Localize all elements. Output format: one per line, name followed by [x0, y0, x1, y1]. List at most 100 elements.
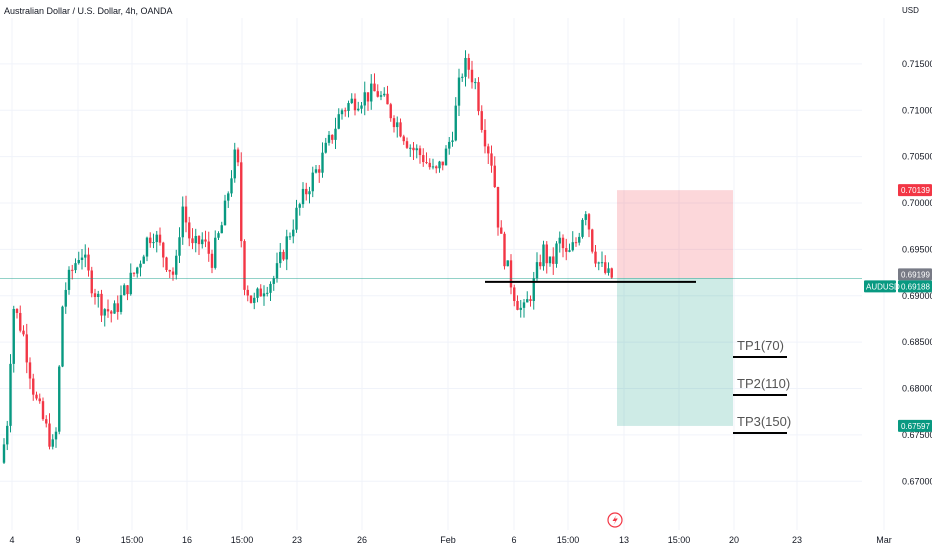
candle-body — [275, 263, 279, 279]
candle-body — [61, 306, 64, 367]
candle-body — [490, 153, 493, 166]
candle-body — [32, 378, 35, 395]
candle-body — [243, 241, 246, 290]
price-axis[interactable]: 0.71500 0.71000 0.70500 0.70000 0.69500 0.690… — [902, 59, 932, 486]
candle-body — [295, 207, 298, 230]
candle-body — [552, 256, 555, 264]
candle-body — [366, 92, 370, 102]
candle-body — [324, 142, 327, 153]
candle-body — [542, 244, 545, 267]
candle-body — [568, 250, 571, 252]
candle-body — [604, 262, 607, 273]
candle-body — [103, 309, 106, 316]
symbol-badge — [864, 280, 896, 293]
candle-body — [139, 263, 142, 268]
candle-body — [373, 83, 376, 92]
y-tick-label: 0.70500 — [902, 152, 932, 162]
candle-body — [389, 104, 392, 119]
x-tick-label: 13 — [619, 535, 629, 545]
candle-body — [438, 161, 441, 169]
price-badge-value: 0.69199 — [901, 270, 930, 279]
candle-body — [597, 262, 600, 264]
candle-body — [132, 272, 136, 274]
candle-body — [15, 308, 19, 313]
candle-body — [54, 431, 58, 440]
candle-body — [311, 172, 314, 192]
candle-body — [25, 334, 28, 363]
candle-body — [405, 141, 409, 148]
candle-body — [269, 283, 272, 293]
candle-body — [321, 152, 324, 173]
chart-title: Australian Dollar / U.S. Dollar, 4h, OAN… — [4, 6, 173, 16]
candle-body — [467, 57, 470, 70]
candle-body — [253, 297, 256, 303]
candle-body — [545, 244, 548, 264]
candle-body — [383, 93, 386, 96]
candle-body — [327, 134, 331, 143]
x-tick-label: 16 — [182, 535, 192, 545]
candle-body — [162, 242, 165, 258]
candle-body — [584, 214, 587, 220]
candle-body — [301, 188, 305, 205]
price-badge — [898, 268, 932, 281]
candle-body — [77, 259, 80, 264]
candle-body — [457, 77, 461, 106]
candle-body — [347, 103, 350, 111]
candle-body — [217, 233, 220, 238]
x-tick-label: 15:00 — [668, 535, 691, 545]
candle-body — [227, 193, 230, 201]
candle-body — [158, 234, 162, 243]
candle-body — [74, 263, 77, 271]
candle-body — [353, 98, 357, 111]
candle-body — [444, 148, 448, 166]
candle-body — [480, 111, 483, 130]
candle-body — [415, 148, 418, 151]
y-tick-label: 0.71000 — [902, 105, 932, 115]
candle-body — [305, 188, 308, 195]
stop-loss-zone — [617, 190, 733, 279]
candle-body — [474, 82, 477, 84]
candle-body — [418, 148, 422, 156]
candle-body — [129, 272, 132, 295]
candle-body — [431, 166, 435, 168]
candle-body — [308, 191, 311, 195]
lightning-icon[interactable] — [607, 512, 623, 528]
candle-body — [376, 91, 379, 97]
candle-body — [298, 204, 301, 208]
candle-body — [503, 233, 506, 267]
candle-body — [262, 293, 266, 297]
candle-body — [97, 293, 100, 298]
candle-body — [574, 242, 578, 244]
candle-body — [285, 236, 288, 260]
x-tick-label: 23 — [792, 535, 802, 545]
candle-body — [464, 57, 467, 77]
candle-body — [565, 248, 568, 252]
candle-body — [578, 236, 581, 243]
candle-body — [470, 69, 474, 83]
candle-body — [370, 83, 373, 102]
candle-body — [539, 262, 542, 267]
candle-body — [194, 235, 197, 244]
candle-body — [145, 237, 149, 257]
candle-body — [526, 299, 529, 303]
candle-body — [12, 308, 15, 364]
time-axis[interactable]: 4 9 15:00 16 15:00 23 26 Feb 6 15:00 13 15:00 20 23 Ma… — [9, 535, 891, 545]
candle-body — [399, 122, 402, 137]
candle-body — [51, 439, 54, 447]
candle-body — [149, 237, 152, 244]
candle-body — [272, 278, 275, 284]
candle-body — [100, 293, 103, 316]
y-tick-label: 0.68500 — [902, 337, 932, 347]
candle-body — [350, 98, 353, 104]
candle-body — [334, 128, 337, 140]
candle-body — [188, 222, 191, 239]
candle-body — [119, 295, 123, 312]
candle-body — [28, 362, 32, 379]
x-tick-label: Feb — [440, 535, 456, 545]
candle-body — [41, 401, 45, 420]
take-profit-label: TP3(150) — [737, 414, 791, 429]
candle-body — [113, 303, 116, 314]
candle-body — [448, 141, 451, 149]
take-profit-label: TP1(70) — [737, 338, 784, 353]
